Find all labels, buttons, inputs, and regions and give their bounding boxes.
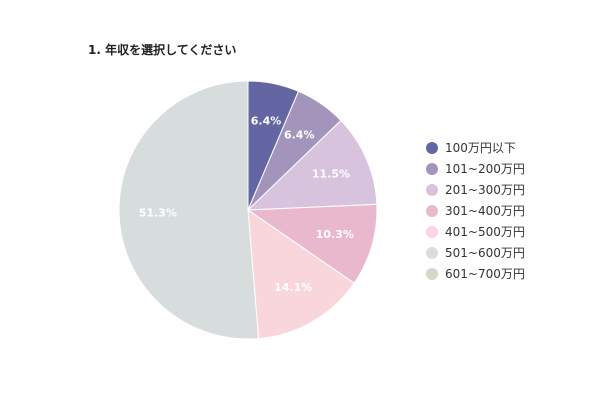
pie-slice-6 [118,80,260,340]
legend-swatch-3 [426,183,438,196]
pie-slice-3 [246,119,378,211]
legend-swatch-4 [426,204,438,217]
legend-label-1: 100万円以下 [445,141,516,155]
legend-label-5: 401~500万円 [445,225,525,239]
legend-item-7: 601~700万円 [426,263,525,284]
legend-swatch-5 [426,225,438,238]
legend-item-3: 201~300万円 [426,179,525,200]
legend-item-6: 501~600万円 [426,242,525,263]
legend-label-3: 201~300万円 [445,183,525,197]
slice-label-1: 6.4% [251,115,282,128]
slice-label-5: 14.1% [274,281,312,294]
pie-slice-4 [246,203,378,284]
legend-label-4: 301~400万円 [445,204,525,218]
legend-label-7: 601~700万円 [445,267,525,281]
legend-label-2: 101~200万円 [445,162,525,176]
legend-swatch-1 [426,141,438,154]
legend-item-5: 401~500万円 [426,221,525,242]
slice-label-2: 6.4% [284,129,315,142]
slice-label-4: 10.3% [316,228,354,241]
legend-swatch-7 [426,267,438,280]
legend-label-6: 501~600万円 [445,246,525,260]
legend-swatch-2 [426,162,438,175]
legend-swatch-6 [426,246,438,259]
slice-label-3: 11.5% [312,167,350,180]
pie-slice-5 [247,208,355,340]
legend-item-1: 100万円以下 [426,137,525,158]
legend-item-4: 301~400万円 [426,200,525,221]
legend-item-2: 101~200万円 [426,158,525,179]
chart-title: 1. 年収を選択してください [88,43,237,57]
slice-label-6: 51.3% [139,207,177,220]
legend: 100万円以下 101~200万円 201~300万円 301~400万円 401~50… [426,137,525,284]
